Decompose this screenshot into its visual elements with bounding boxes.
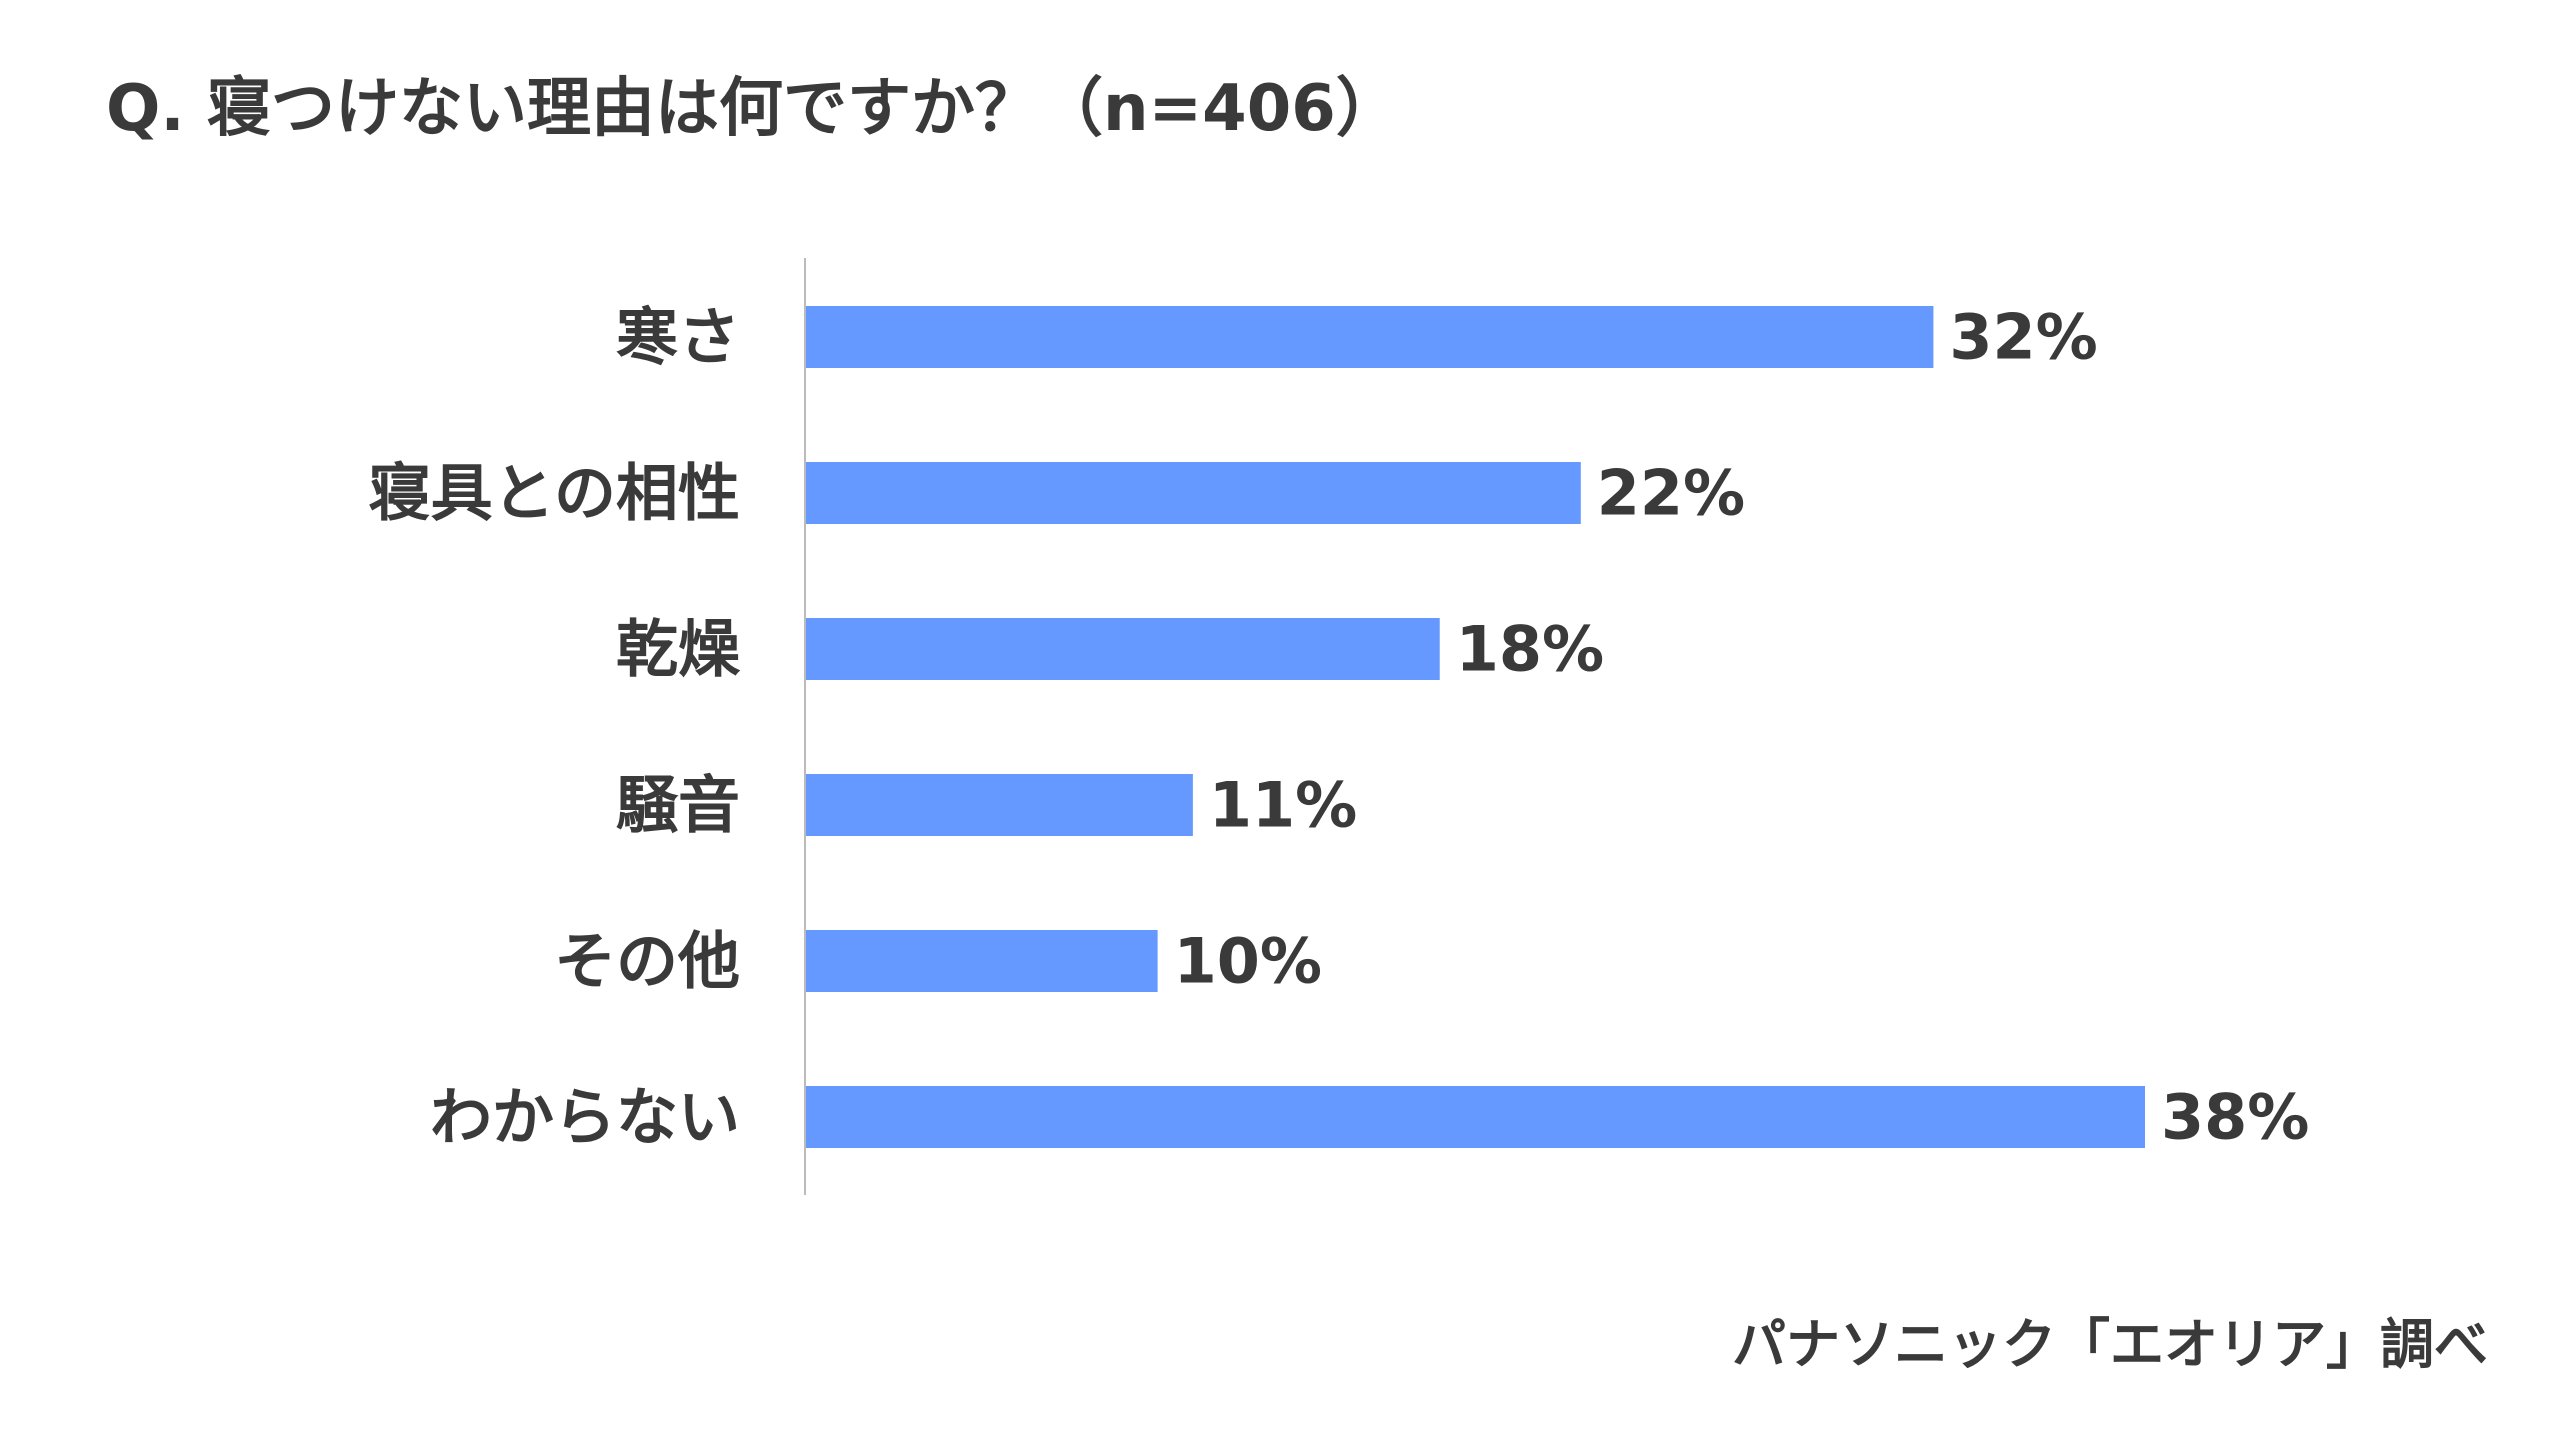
category-label-4: その他 xyxy=(554,925,740,998)
category-label-3: 騒音 xyxy=(616,769,740,842)
bar-5 xyxy=(805,1086,2145,1148)
category-label-1: 寝具との相性 xyxy=(369,457,740,530)
value-labels-group: 32% 22% 18% 11% 10% 38% xyxy=(1174,301,2310,1154)
value-label-4: 10% xyxy=(1174,925,1322,998)
value-label-0: 32% xyxy=(1949,301,2097,374)
chart-title: Q. 寝つけない理由は何ですか？（n=406） xyxy=(106,72,1400,146)
source-note: パナソニック「エオリア」調べ xyxy=(1732,1313,2488,1376)
category-label-2: 乾燥 xyxy=(616,613,741,686)
category-label-5: わからない xyxy=(430,1081,740,1154)
bar-0 xyxy=(805,306,1934,368)
bar-3 xyxy=(805,774,1193,836)
bars-group xyxy=(805,306,2145,1148)
category-label-0: 寒さ xyxy=(616,301,740,374)
bar-4 xyxy=(805,930,1158,992)
bar-1 xyxy=(805,462,1581,524)
value-label-3: 11% xyxy=(1209,769,1357,842)
value-label-5: 38% xyxy=(2161,1081,2309,1154)
bar-2 xyxy=(805,618,1440,680)
value-label-2: 18% xyxy=(1456,613,1604,686)
value-label-1: 22% xyxy=(1597,457,1745,530)
